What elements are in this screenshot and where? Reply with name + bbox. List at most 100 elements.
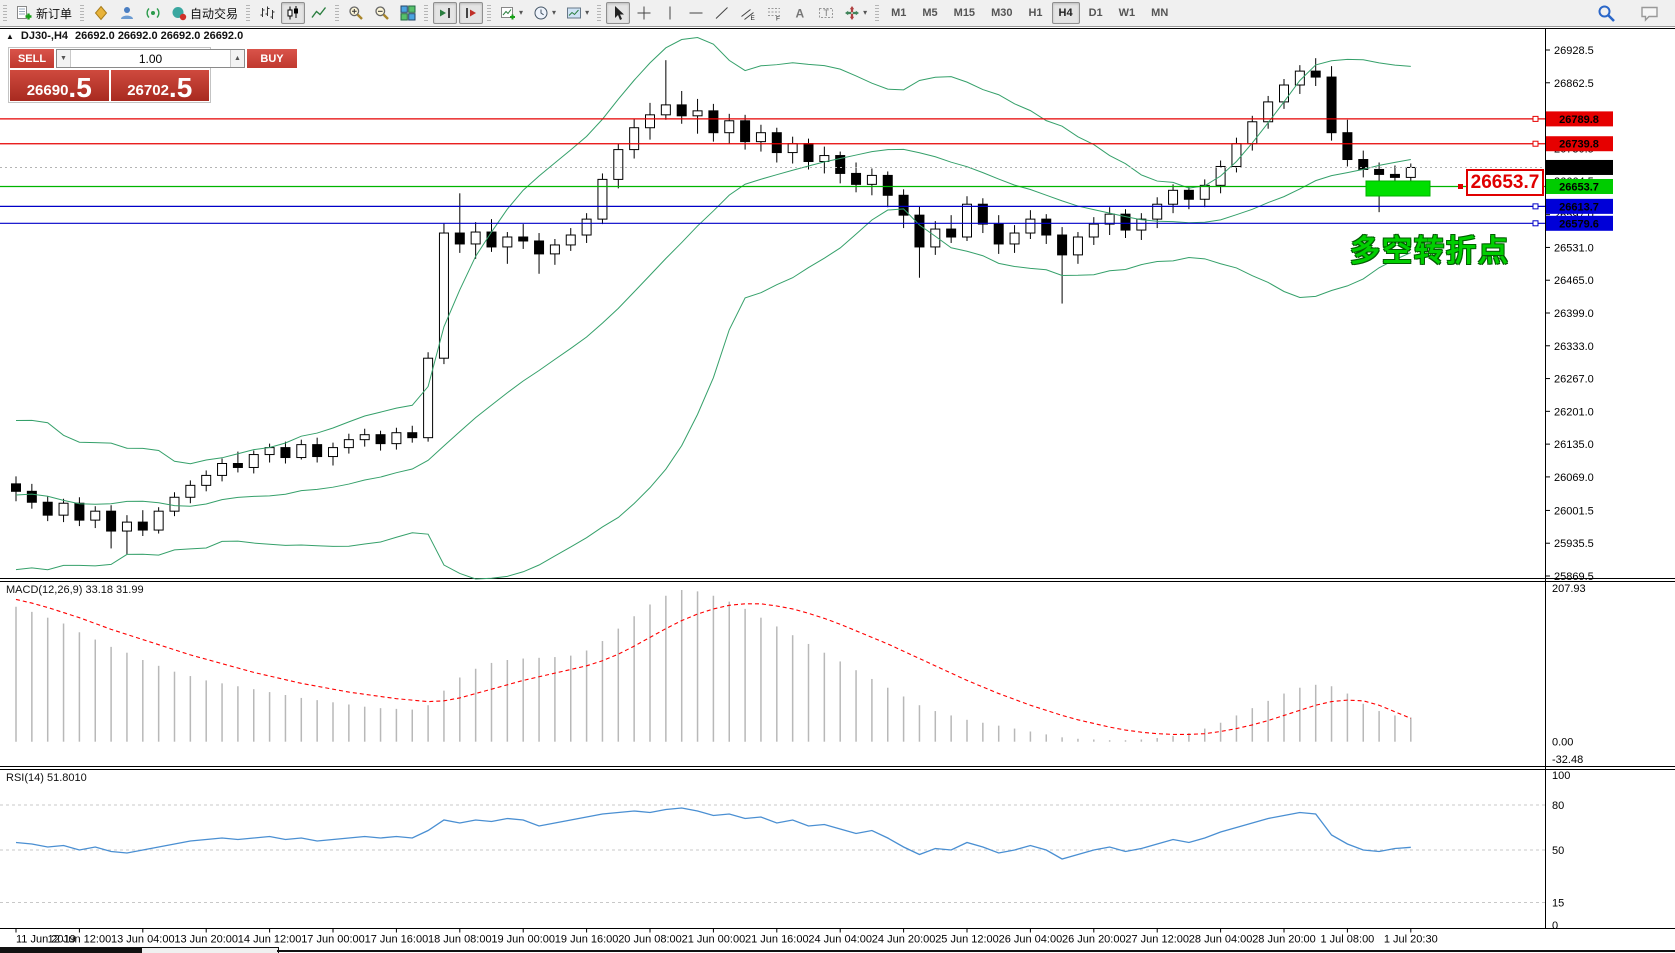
chat-button[interactable]: [1636, 2, 1664, 24]
svg-text:26201.0: 26201.0: [1554, 406, 1594, 418]
chart-candles-button[interactable]: [281, 2, 306, 24]
candles-layer[interactable]: [11, 58, 1416, 555]
svg-text:F: F: [776, 16, 780, 22]
toolbar-group-3: [332, 0, 421, 26]
price-callout-label[interactable]: 26653.7: [1466, 169, 1544, 196]
bollinger-upper[interactable]: [15, 36, 1411, 465]
svg-text:19 Jun 16:00: 19 Jun 16:00: [555, 934, 619, 946]
new-chart-dropdown-icon[interactable]: ▾: [519, 8, 524, 17]
sell-price-display[interactable]: 26690.5: [10, 70, 109, 104]
toolbar-group-1: 自动交易: [77, 0, 243, 26]
sell-price-frac: .5: [68, 72, 92, 104]
level-line-26653.7[interactable]: [0, 183, 1545, 190]
cursor-button[interactable]: [606, 2, 631, 24]
rsi-axis[interactable]: 100 80 50 15 0: [1552, 770, 1570, 932]
vertical-line-button[interactable]: [658, 2, 682, 24]
svg-text:13 Jun 20:00: 13 Jun 20:00: [174, 934, 238, 946]
price-badge-26692.0: 26692.0: [1546, 159, 1613, 175]
buy-price-display[interactable]: 26702.5: [110, 70, 209, 102]
highlight-rectangle[interactable]: [1365, 180, 1431, 197]
new-order-button[interactable]: 新订单: [12, 2, 76, 24]
level-line-26613.7[interactable]: [0, 203, 1545, 210]
fibonacci-button[interactable]: F: [762, 2, 786, 24]
symbol-period-label: DJ30-,H4: [20, 30, 68, 42]
buy-price-main: 26702: [127, 82, 169, 99]
svg-text:26789.8: 26789.8: [1559, 114, 1599, 126]
chart-canvas[interactable]: 26928.526862.526796.526730.526664.526597…: [0, 28, 1675, 953]
toolbar-group-2: [243, 0, 332, 26]
tile-windows-button[interactable]: [396, 2, 420, 24]
bottom-strip: [0, 946, 1675, 953]
auto-scroll-button[interactable]: [433, 2, 458, 24]
svg-text:19 Jun 00:00: 19 Jun 00:00: [491, 934, 555, 946]
rsi-line[interactable]: [15, 807, 1411, 860]
equidistant-channel-button[interactable]: E: [736, 2, 760, 24]
svg-text:18 Jun 08:00: 18 Jun 08:00: [428, 934, 492, 946]
timeframe-m30-button[interactable]: M30: [984, 2, 1019, 24]
text-button[interactable]: A: [788, 2, 812, 24]
svg-text:26267.0: 26267.0: [1554, 374, 1594, 386]
svg-text:12 Jun 12:00: 12 Jun 12:00: [48, 934, 112, 946]
timeframe-mn-button[interactable]: MN: [1144, 2, 1175, 24]
volume-input[interactable]: [71, 50, 230, 67]
bottom-strip-line: [277, 950, 1675, 952]
timeframe-w1-button[interactable]: W1: [1112, 2, 1143, 24]
chart-shift-button[interactable]: [459, 2, 484, 24]
profiles-button[interactable]: ▾: [562, 2, 593, 24]
bollinger-middle[interactable]: [15, 148, 1411, 507]
annotation-text: 多空转折点: [1350, 235, 1510, 268]
toolbar-group-4: [421, 0, 484, 26]
bottom-strip-tab[interactable]: [141, 947, 279, 953]
svg-text:E: E: [751, 15, 756, 21]
svg-text:27 Jun 12:00: 27 Jun 12:00: [1125, 934, 1189, 946]
svg-text:14 Jun 12:00: 14 Jun 12:00: [238, 934, 302, 946]
svg-text:26399.0: 26399.0: [1554, 308, 1594, 320]
signals-button[interactable]: [141, 2, 165, 24]
level-line-26579.6[interactable]: [0, 220, 1545, 227]
svg-text:0.00: 0.00: [1552, 737, 1573, 749]
volume-decrease-button[interactable]: ▼: [57, 50, 71, 67]
collapse-panel-icon[interactable]: ▲: [6, 31, 14, 41]
period-presets-button[interactable]: ▾: [529, 2, 560, 24]
svg-text:1 Jul 08:00: 1 Jul 08:00: [1320, 934, 1374, 946]
zoom-in-button[interactable]: [344, 2, 368, 24]
arrow-objects-button[interactable]: ▾: [840, 2, 871, 24]
level-line-26789.8[interactable]: [0, 115, 1545, 122]
svg-text:T: T: [824, 8, 830, 18]
price-badge-26613.7: 26613.7: [1546, 198, 1613, 214]
svg-text:26069.0: 26069.0: [1554, 472, 1594, 484]
chart-area[interactable]: 26928.526862.526796.526730.526664.526597…: [0, 28, 1675, 953]
volume-increase-button[interactable]: ▲: [230, 50, 244, 67]
metaquotes-pointer-button[interactable]: [89, 2, 113, 24]
buy-button[interactable]: BUY: [247, 49, 297, 68]
search-button[interactable]: [1593, 2, 1620, 24]
svg-text:21 Jun 16:00: 21 Jun 16:00: [745, 934, 809, 946]
profiles-dropdown-icon[interactable]: ▾: [585, 8, 590, 17]
arrow-objects-dropdown-icon[interactable]: ▾: [863, 8, 868, 17]
sell-button[interactable]: SELL: [10, 49, 54, 68]
svg-text:26135.0: 26135.0: [1554, 439, 1594, 451]
zoom-out-button[interactable]: [370, 2, 394, 24]
timeframe-m1-button[interactable]: M1: [884, 2, 913, 24]
period-presets-dropdown-icon[interactable]: ▾: [552, 8, 557, 17]
new-chart-button[interactable]: ▾: [496, 2, 527, 24]
level-line-26739.8[interactable]: [0, 140, 1545, 147]
macd-histogram[interactable]: [15, 589, 1412, 742]
crosshair-button[interactable]: [632, 2, 656, 24]
horizontal-line-button[interactable]: [684, 2, 708, 24]
bollinger-lower[interactable]: [15, 208, 1412, 580]
trendline-button[interactable]: [710, 2, 734, 24]
timeframe-h4-button[interactable]: H4: [1051, 2, 1080, 24]
timeframe-m5-button[interactable]: M5: [915, 2, 944, 24]
autotrading-button[interactable]: 自动交易: [167, 2, 242, 24]
macd-axis[interactable]: 207.93 0.00 -32.48: [1552, 583, 1586, 766]
chart-bars-button[interactable]: [255, 2, 279, 24]
svg-text:0: 0: [1552, 920, 1558, 932]
timeframe-h1-button[interactable]: H1: [1021, 2, 1049, 24]
text-label-button[interactable]: T: [814, 2, 838, 24]
timeframe-m15-button[interactable]: M15: [947, 2, 982, 24]
open-account-button[interactable]: [115, 2, 139, 24]
chart-line-button[interactable]: [307, 2, 331, 24]
timeframe-d1-button[interactable]: D1: [1082, 2, 1110, 24]
